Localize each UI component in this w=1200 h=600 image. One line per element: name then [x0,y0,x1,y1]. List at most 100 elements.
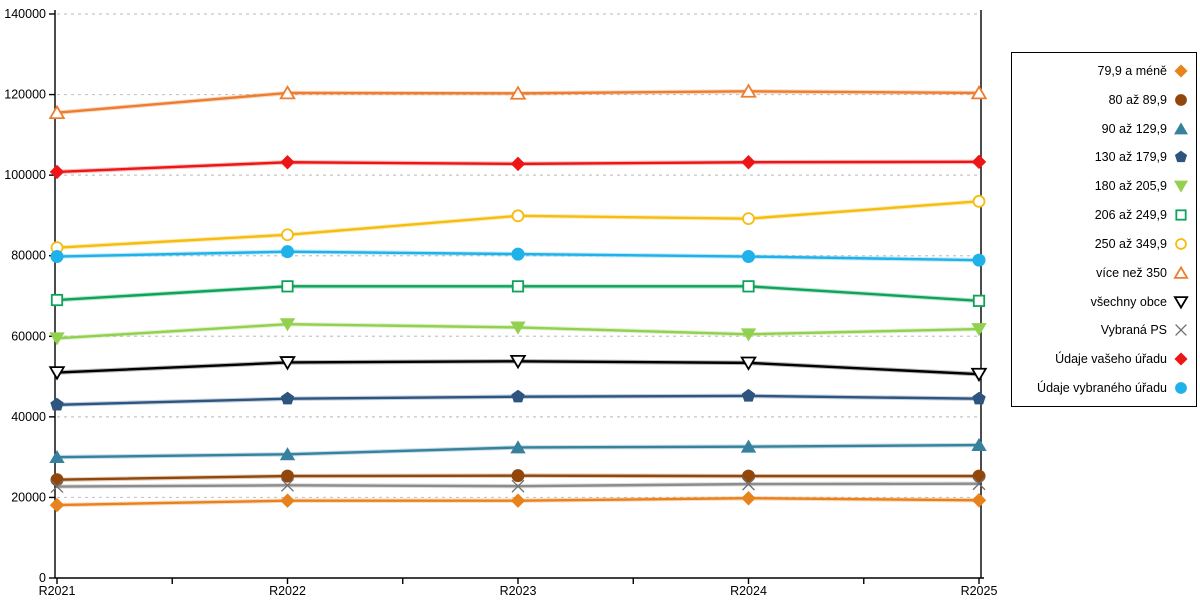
marker-triangle-up [279,84,296,100]
legend-label: 130 až 179,9 [1094,150,1167,165]
marker-circle [972,253,986,267]
marker-pentagon [972,391,986,405]
marker-triangle-up [49,449,65,464]
marker-diamond [49,497,65,513]
circle-legend-icon [1175,93,1187,106]
x-legend-icon [1175,324,1187,337]
marker-circle [281,469,294,483]
marker-square [972,294,986,307]
marker-circle [511,247,525,261]
y-axis-label: 0 [39,571,46,585]
marker-diamond [280,493,295,508]
marker-diamond [741,155,756,170]
legend-label: 180 až 205,9 [1094,179,1167,194]
marker-triangle-down [971,323,987,337]
marker-diamond [971,154,987,170]
legend-item-7: více než 350 [1016,264,1189,282]
y-axis-label: 80000 [11,249,46,263]
legend-item-8: všechny obce [1016,293,1189,311]
marker-circle [511,209,525,223]
legend-label: více než 350 [1096,265,1167,280]
legend-item-10: Údaje vašeho úřadu [1016,350,1189,368]
triangle-up-legend-icon [1174,122,1188,134]
y-axis-label: 60000 [11,329,46,343]
circle-legend-icon [1175,382,1187,394]
marker-circle [50,473,64,487]
marker-triangle-down [509,354,527,370]
marker-pentagon [741,388,756,402]
x-axis-label: R2025 [961,584,998,598]
marker-circle [742,250,755,264]
marker-circle [972,469,986,483]
legend-label: 79,9 a méně [1097,64,1168,78]
marker-x [972,477,986,491]
marker-triangle-down [740,328,757,342]
x-axis-label: R2022 [269,584,306,598]
marker-diamond [280,155,295,170]
y-axis-label: 140000 [4,7,46,21]
marker-diamond [741,491,756,506]
marker-triangle-up [970,84,988,100]
marker-pentagon [280,391,295,405]
marker-circle [972,194,986,208]
marker-circle [742,212,755,226]
marker-triangle-down [48,366,66,381]
marker-pentagon [50,397,64,411]
legend-label: 90 až 129,9 [1101,121,1167,136]
legend-label: 250 až 349,9 [1094,236,1167,251]
square-legend-icon [1175,209,1187,221]
marker-triangle-down [510,321,526,335]
marker-triangle-down [279,318,296,332]
marker-x [511,479,525,493]
marker-circle [281,228,294,242]
marker-diamond [510,493,526,508]
diamond-legend-icon [1174,352,1188,366]
marker-diamond [971,493,987,508]
marker-triangle-up [510,440,526,454]
marker-pentagon [511,389,525,403]
marker-circle [742,469,755,483]
x-axis-label: R2024 [730,584,767,598]
marker-triangle-down [49,332,65,346]
y-axis-label: 40000 [11,410,46,424]
legend-label: Údaje vybraného úřadu [1037,380,1167,395]
legend-item-2: 90 až 129,9 [1016,120,1189,138]
marker-circle [511,469,525,483]
marker-square [50,293,64,307]
x-axis-label: R2021 [39,584,76,598]
marker-square [1175,209,1187,221]
y-axis-label: 100000 [4,168,46,182]
marker-triangle-up [279,447,296,461]
legend-item-6: 250 až 349,9 [1016,235,1189,253]
marker-circle [1175,93,1187,106]
marker-triangle-up [740,439,757,453]
series-line-6 [56,200,980,249]
marker-square [511,280,525,293]
legend-label: všechny obce [1090,294,1167,309]
pentagon-legend-icon [1174,151,1188,163]
y-axis-label: 120000 [4,88,46,102]
marker-diamond [49,164,65,180]
legend-label: 206 až 249,9 [1094,208,1167,223]
legend-item-9: Vybraná PS [1016,321,1189,339]
legend-label: 80 až 89,9 [1108,92,1167,107]
marker-circle [50,250,64,264]
marker-x [50,480,64,494]
marker-pentagon [1174,151,1188,163]
marker-diamond [1174,64,1188,78]
marker-triangle-down [970,367,988,383]
marker-triangle-up [509,85,527,100]
marker-circle [1175,382,1187,394]
marker-diamond [1174,352,1188,366]
marker-triangle-down [1174,180,1188,193]
legend-item-11: Údaje vybraného úřadu [1016,379,1189,397]
x-axis-label: R2023 [500,584,537,598]
marker-x [1175,324,1187,337]
legend-item-5: 206 až 249,9 [1016,206,1189,224]
legend-item-3: 130 až 179,9 [1016,148,1189,166]
legend-label: Údaje vašeho úřadu [1055,352,1167,367]
legend-item-0: 79,9 a méně [1016,62,1189,80]
marker-diamond [510,156,526,172]
